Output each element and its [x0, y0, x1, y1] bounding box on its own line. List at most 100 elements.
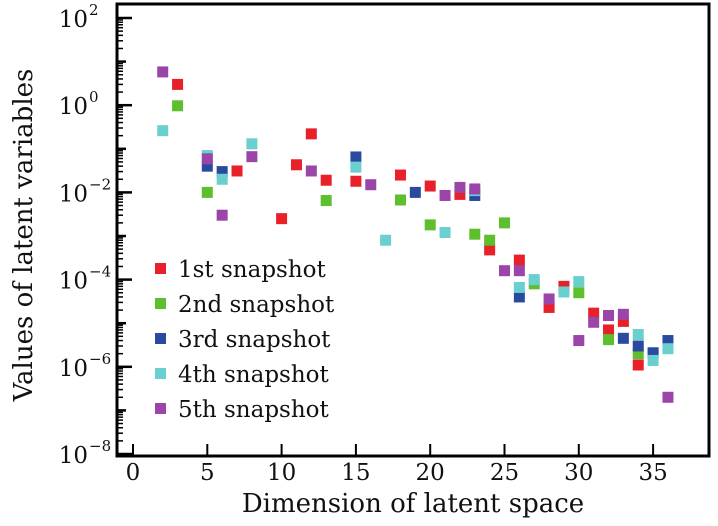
data-point	[662, 343, 674, 355]
data-point	[394, 169, 406, 181]
data-point	[201, 160, 213, 172]
legend-item: 5th snapshot	[155, 397, 330, 423]
data-point	[632, 340, 644, 352]
data-point	[394, 194, 406, 206]
series-1	[172, 78, 644, 371]
x-axis: 0 5 10 15 20 25 30 35	[126, 444, 668, 486]
series-2	[172, 100, 659, 360]
data-point	[246, 151, 258, 163]
x-tick-label: 15	[341, 460, 370, 486]
data-point	[617, 315, 629, 327]
y-tick-exponent: 2	[89, 1, 99, 19]
data-point	[513, 254, 525, 266]
legend-item: 1st snapshot	[155, 257, 327, 283]
data-point	[603, 324, 615, 336]
y-tick-label: 10	[59, 356, 88, 382]
data-point	[409, 186, 421, 198]
y-tick-exponent: −6	[89, 350, 111, 368]
data-point	[513, 281, 525, 293]
data-point	[543, 301, 555, 313]
data-point	[513, 265, 525, 277]
data-point	[216, 209, 228, 221]
x-tick-label: 5	[200, 460, 215, 486]
y-tick-exponent: 0	[89, 88, 99, 106]
y-tick-exponent: −2	[89, 175, 111, 193]
legend-label: 3rd snapshot	[178, 327, 331, 353]
data-point	[350, 175, 362, 187]
data-point	[647, 347, 659, 359]
legend-label: 4th snapshot	[178, 362, 330, 388]
data-point	[499, 265, 510, 277]
data-point	[320, 174, 332, 186]
data-point	[662, 335, 674, 347]
data-point	[484, 234, 496, 246]
data-point	[439, 227, 451, 239]
series-5	[157, 66, 674, 403]
data-point	[632, 329, 644, 341]
data-point	[216, 173, 228, 185]
data-point	[603, 310, 615, 322]
legend-label: 1st snapshot	[178, 257, 327, 283]
legend-swatch	[155, 263, 166, 274]
data-point	[350, 151, 362, 163]
data-point	[439, 189, 451, 201]
data-point	[662, 391, 674, 403]
y-tick-label: 10	[59, 443, 88, 469]
data-point	[499, 217, 510, 229]
data-point	[305, 128, 317, 140]
y-tick-exponent: −8	[89, 437, 111, 455]
data-point	[454, 181, 466, 193]
data-point	[157, 66, 169, 78]
x-tick-label: 0	[126, 460, 141, 486]
legend-swatch	[155, 298, 166, 309]
data-point	[484, 244, 496, 256]
legend-label: 2nd snapshot	[178, 292, 335, 318]
x-tick-label: 35	[638, 460, 667, 486]
data-point	[350, 161, 362, 173]
data-point	[320, 195, 332, 207]
data-point	[365, 179, 377, 191]
data-point	[380, 234, 392, 246]
data-point	[290, 159, 302, 171]
data-point	[588, 307, 600, 319]
x-tick-label: 30	[564, 460, 593, 486]
data-point	[424, 180, 436, 192]
x-tick-label: 10	[267, 460, 296, 486]
data-points	[157, 66, 674, 403]
data-point	[216, 166, 228, 178]
data-point	[201, 153, 213, 165]
data-point	[172, 100, 184, 112]
plot-frame	[115, 2, 711, 458]
data-point	[454, 188, 466, 200]
data-point	[573, 287, 585, 299]
data-point	[543, 293, 555, 305]
data-point	[246, 138, 258, 150]
legend: 1st snapshot 2nd snapshot 3rd snapshot 4th …	[155, 257, 335, 423]
data-point	[276, 213, 288, 225]
data-point	[573, 335, 585, 347]
y-tick-label: 10	[59, 94, 88, 120]
data-point	[647, 354, 659, 366]
legend-item: 2nd snapshot	[155, 292, 335, 318]
y-axis-label: Values of latent variables	[9, 69, 39, 403]
x-axis-label: Dimension of latent space	[242, 489, 584, 519]
data-point	[617, 332, 629, 344]
data-point	[573, 276, 585, 288]
data-point	[157, 125, 169, 137]
data-point	[632, 359, 644, 371]
data-point	[603, 334, 615, 346]
data-point	[617, 308, 629, 320]
data-point	[469, 228, 481, 240]
y-tick-label: 10	[59, 269, 88, 295]
data-point	[528, 274, 540, 286]
data-point	[588, 316, 600, 328]
data-point	[558, 280, 570, 292]
data-point	[201, 186, 213, 198]
legend-item: 3rd snapshot	[155, 327, 331, 353]
y-tick-label: 10	[59, 181, 88, 207]
x-tick-label: 25	[490, 460, 519, 486]
data-point	[424, 219, 436, 231]
legend-swatch	[155, 403, 166, 414]
